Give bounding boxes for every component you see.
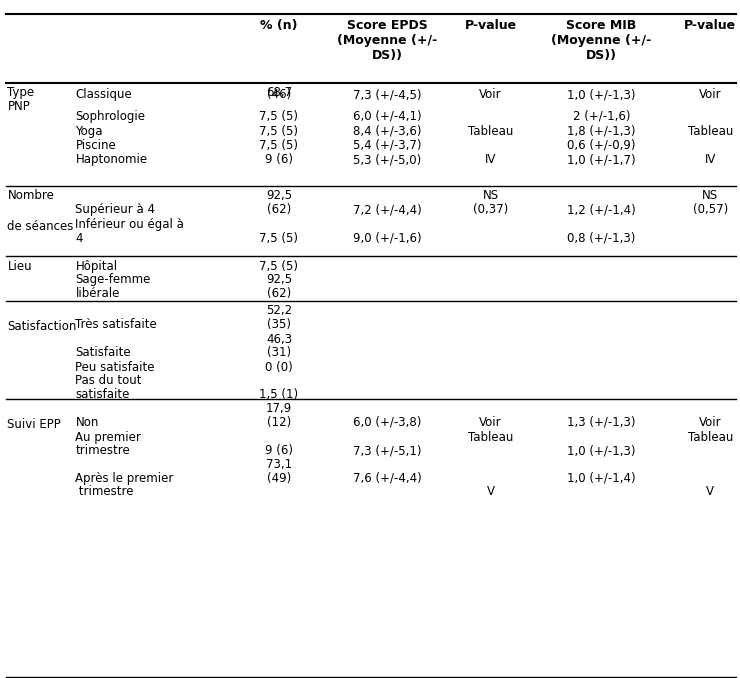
Text: Satisfaction: Satisfaction <box>7 320 77 333</box>
Text: NS: NS <box>482 189 499 202</box>
Text: Hôpital: Hôpital <box>75 260 118 273</box>
Text: 92,5: 92,5 <box>266 189 292 202</box>
Text: Satisfaite: Satisfaite <box>75 346 131 359</box>
Text: 1,3 (+/-1,3): 1,3 (+/-1,3) <box>568 416 636 428</box>
Text: 1,0 (+/-1,3): 1,0 (+/-1,3) <box>568 444 636 457</box>
Text: Sophrologie: Sophrologie <box>75 110 146 123</box>
Text: (62): (62) <box>267 203 291 216</box>
Text: 8,4 (+/-3,6): 8,4 (+/-3,6) <box>353 125 421 138</box>
Text: 1,5 (1): 1,5 (1) <box>260 388 298 401</box>
Text: 73,1: 73,1 <box>266 458 292 471</box>
Text: 7,5 (5): 7,5 (5) <box>260 232 298 245</box>
Text: 7,3 (+/-4,5): 7,3 (+/-4,5) <box>353 88 421 101</box>
Text: 92,5: 92,5 <box>266 273 292 286</box>
Text: 1,0 (+/-1,3): 1,0 (+/-1,3) <box>568 88 636 101</box>
Text: Tableau: Tableau <box>468 431 514 443</box>
Text: 68,7: 68,7 <box>266 86 292 99</box>
Text: 0,8 (+/-1,3): 0,8 (+/-1,3) <box>568 232 636 245</box>
Text: 7,5 (5): 7,5 (5) <box>260 110 298 123</box>
Text: 17,9: 17,9 <box>266 402 292 415</box>
Text: Tableau: Tableau <box>687 125 733 138</box>
Text: Après le premier: Après le premier <box>75 472 174 485</box>
Text: trimestre: trimestre <box>75 444 130 457</box>
Text: 2 (+/-1,6): 2 (+/-1,6) <box>573 110 630 123</box>
Text: Classique: Classique <box>75 88 132 101</box>
Text: 1,0 (+/-1,7): 1,0 (+/-1,7) <box>568 153 636 166</box>
Text: (12): (12) <box>267 416 291 428</box>
Text: (0,57): (0,57) <box>693 203 728 216</box>
Text: P-value: P-value <box>465 19 517 32</box>
Text: Haptonomie: Haptonomie <box>75 153 147 166</box>
Text: (31): (31) <box>267 346 291 359</box>
Text: 4: 4 <box>75 232 83 245</box>
Text: NS: NS <box>702 189 719 202</box>
Text: Score EPDS
(Moyenne (+/-
DS)): Score EPDS (Moyenne (+/- DS)) <box>337 19 437 62</box>
Text: 9,0 (+/-1,6): 9,0 (+/-1,6) <box>353 232 421 245</box>
Text: P-value: P-value <box>684 19 736 32</box>
Text: Piscine: Piscine <box>75 139 116 152</box>
Text: 9 (6): 9 (6) <box>265 153 293 166</box>
Text: Score MIB
(Moyenne (+/-
DS)): Score MIB (Moyenne (+/- DS)) <box>551 19 652 62</box>
Text: Non: Non <box>75 416 99 428</box>
Text: 6,0 (+/-4,1): 6,0 (+/-4,1) <box>353 110 421 123</box>
Text: libérale: libérale <box>75 287 120 300</box>
Text: (46): (46) <box>267 88 291 101</box>
Text: 5,3 (+/-5,0): 5,3 (+/-5,0) <box>353 153 421 166</box>
Text: satisfaite: satisfaite <box>75 388 130 401</box>
Text: Sage-femme: Sage-femme <box>75 273 151 286</box>
Text: Suivi EPP: Suivi EPP <box>7 418 61 431</box>
Text: Au premier: Au premier <box>75 431 141 443</box>
Text: Très satisfaite: Très satisfaite <box>75 318 157 331</box>
Text: 1,0 (+/-1,4): 1,0 (+/-1,4) <box>568 472 636 485</box>
Text: 0,6 (+/-0,9): 0,6 (+/-0,9) <box>568 139 636 152</box>
Text: 1,8 (+/-1,3): 1,8 (+/-1,3) <box>568 125 636 138</box>
Text: 6,0 (+/-3,8): 6,0 (+/-3,8) <box>353 416 421 428</box>
Text: Type: Type <box>7 86 35 99</box>
Text: 52,2: 52,2 <box>266 304 292 317</box>
Text: IV: IV <box>485 153 497 166</box>
Text: Pas du tout: Pas du tout <box>75 374 142 387</box>
Text: Peu satisfaite: Peu satisfaite <box>75 361 155 374</box>
Text: 7,5 (5): 7,5 (5) <box>260 139 298 152</box>
Text: Supérieur à 4: Supérieur à 4 <box>75 203 155 216</box>
Text: (0,37): (0,37) <box>473 203 508 216</box>
Text: 46,3: 46,3 <box>266 333 292 346</box>
Text: 5,4 (+/-3,7): 5,4 (+/-3,7) <box>353 139 421 152</box>
Text: 7,5 (5): 7,5 (5) <box>260 260 298 273</box>
Text: (35): (35) <box>267 318 291 331</box>
Text: V: V <box>707 485 714 498</box>
Text: Tableau: Tableau <box>687 431 733 443</box>
Text: Tableau: Tableau <box>468 125 514 138</box>
Text: Lieu: Lieu <box>7 260 32 273</box>
Text: V: V <box>487 485 494 498</box>
Text: Voir: Voir <box>699 416 722 428</box>
Text: % (n): % (n) <box>260 19 297 32</box>
Text: 7,5 (5): 7,5 (5) <box>260 125 298 138</box>
Text: PNP: PNP <box>7 100 30 113</box>
Text: Nombre: Nombre <box>7 189 54 202</box>
Text: Voir: Voir <box>480 416 502 428</box>
Text: Voir: Voir <box>699 88 722 101</box>
Text: (49): (49) <box>267 472 291 485</box>
Text: (62): (62) <box>267 287 291 300</box>
Text: 9 (6): 9 (6) <box>265 444 293 457</box>
Text: Yoga: Yoga <box>75 125 103 138</box>
Text: Voir: Voir <box>480 88 502 101</box>
Text: de séances: de séances <box>7 220 74 233</box>
Text: Inférieur ou égal à: Inférieur ou égal à <box>75 218 184 231</box>
Text: 7,6 (+/-4,4): 7,6 (+/-4,4) <box>353 472 421 485</box>
Text: 0 (0): 0 (0) <box>265 361 293 374</box>
Text: IV: IV <box>704 153 716 166</box>
Text: 7,2 (+/-4,4): 7,2 (+/-4,4) <box>353 203 421 216</box>
Text: trimestre: trimestre <box>75 485 134 498</box>
Text: 1,2 (+/-1,4): 1,2 (+/-1,4) <box>568 203 636 216</box>
Text: 7,3 (+/-5,1): 7,3 (+/-5,1) <box>353 444 421 457</box>
